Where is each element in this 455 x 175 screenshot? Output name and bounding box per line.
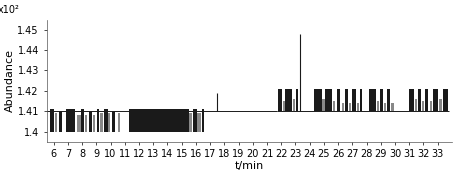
X-axis label: t/min: t/min <box>234 161 263 171</box>
Text: x10²: x10² <box>0 5 20 15</box>
Y-axis label: Abundance: Abundance <box>5 49 15 112</box>
